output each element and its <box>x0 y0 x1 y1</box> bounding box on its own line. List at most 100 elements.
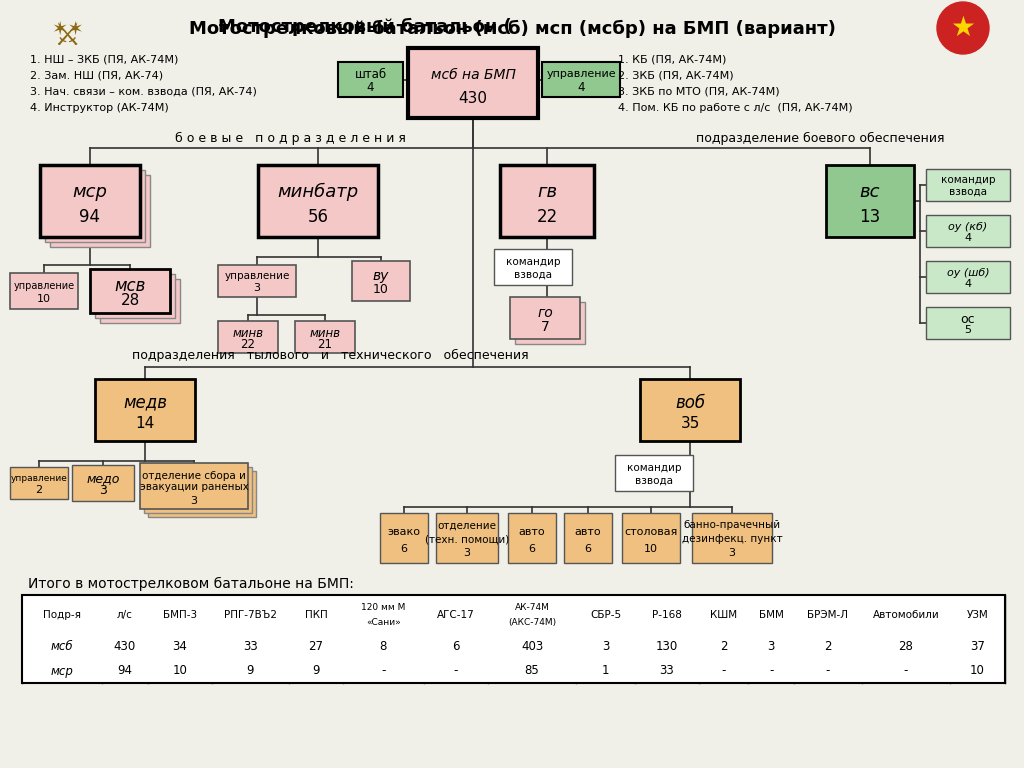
Text: командир: командир <box>627 462 681 472</box>
Text: штаб: штаб <box>354 68 387 81</box>
Text: АГС-17: АГС-17 <box>437 610 475 620</box>
Text: гв: гв <box>537 184 557 201</box>
Text: 10: 10 <box>970 664 985 677</box>
Bar <box>692 513 772 563</box>
Text: -: - <box>721 664 726 677</box>
Text: авто: авто <box>519 527 546 537</box>
Bar <box>640 379 740 441</box>
Text: 3: 3 <box>190 495 198 505</box>
Text: 10: 10 <box>373 283 389 296</box>
Bar <box>144 467 252 513</box>
Text: подразделение боевого обеспечения: подразделение боевого обеспечения <box>695 132 944 145</box>
Text: 6: 6 <box>528 544 536 554</box>
Text: столовая: столовая <box>625 527 678 537</box>
Text: 13: 13 <box>859 208 881 226</box>
Bar <box>926 215 1010 247</box>
Bar <box>510 297 580 339</box>
Text: отделение: отделение <box>437 521 497 531</box>
Text: командир: командир <box>506 257 560 266</box>
Text: АК-74М: АК-74М <box>515 604 550 612</box>
Text: 10: 10 <box>644 544 658 554</box>
Text: 6: 6 <box>585 544 592 554</box>
Text: управление: управление <box>13 280 75 290</box>
Bar <box>564 513 612 563</box>
Text: 1. КБ (ПЯ, АК-74М): 1. КБ (ПЯ, АК-74М) <box>618 55 726 65</box>
Bar <box>95 379 195 441</box>
Text: 3. ЗКБ по МТО (ПЯ, АК-74М): 3. ЗКБ по МТО (ПЯ, АК-74М) <box>618 87 779 97</box>
Text: КШМ: КШМ <box>710 610 737 620</box>
Bar <box>40 165 140 237</box>
Text: го: го <box>538 306 553 320</box>
Text: 85: 85 <box>524 664 540 677</box>
Text: оу (кб): оу (кб) <box>948 222 987 232</box>
Text: эвако: эвако <box>387 527 421 537</box>
Text: 403: 403 <box>521 641 543 654</box>
Bar <box>338 62 403 97</box>
Text: 10: 10 <box>37 294 51 304</box>
Text: мср: мср <box>50 664 74 677</box>
Text: взвода: взвода <box>949 187 987 197</box>
Text: -: - <box>825 664 830 677</box>
Bar <box>408 48 538 118</box>
Text: 8: 8 <box>380 641 387 654</box>
Text: 5: 5 <box>965 325 972 335</box>
Text: медв: медв <box>123 393 167 412</box>
Bar <box>494 249 572 285</box>
Text: Р-168: Р-168 <box>651 610 682 620</box>
Text: (АКС-74М): (АКС-74М) <box>508 617 556 627</box>
Text: 4: 4 <box>367 81 374 94</box>
Bar <box>826 165 914 237</box>
Bar <box>95 274 175 318</box>
Bar <box>22 595 1005 683</box>
Text: «Сани»: «Сани» <box>366 617 400 627</box>
Text: 430: 430 <box>459 91 487 106</box>
Text: ос: ос <box>961 313 975 326</box>
Bar <box>72 465 134 501</box>
Text: управление: управление <box>224 271 290 281</box>
Text: 2. Зам. НШ (ПЯ, АК-74): 2. Зам. НШ (ПЯ, АК-74) <box>30 71 163 81</box>
Bar <box>436 513 498 563</box>
Text: 3: 3 <box>768 641 775 654</box>
Text: 2. ЗКБ (ПЯ, АК-74М): 2. ЗКБ (ПЯ, АК-74М) <box>618 71 733 81</box>
Text: 130: 130 <box>655 641 678 654</box>
Text: УЗМ: УЗМ <box>967 610 988 620</box>
Bar <box>515 302 585 344</box>
Text: 2: 2 <box>824 641 831 654</box>
Text: 33: 33 <box>243 641 258 654</box>
Text: 37: 37 <box>970 641 985 654</box>
Text: банно-прачечный: банно-прачечный <box>683 521 780 531</box>
Bar <box>926 169 1010 201</box>
Text: ✶✶: ✶✶ <box>51 20 84 39</box>
Text: 3: 3 <box>728 548 735 558</box>
Text: 34: 34 <box>172 641 187 654</box>
Text: 28: 28 <box>898 641 913 654</box>
Text: Мотострелковый батальон (: Мотострелковый батальон ( <box>218 18 512 36</box>
Text: 33: 33 <box>659 664 674 677</box>
Text: БРЭМ-Л: БРЭМ-Л <box>807 610 848 620</box>
Text: 1: 1 <box>602 664 609 677</box>
Text: эвакуации раненых: эвакуации раненых <box>139 482 249 492</box>
Text: мср: мср <box>73 184 108 201</box>
Text: 3: 3 <box>99 485 106 498</box>
Bar <box>380 513 428 563</box>
Bar <box>10 273 78 309</box>
Text: 21: 21 <box>317 338 333 350</box>
Text: оу (шб): оу (шб) <box>946 268 989 278</box>
Text: минв: минв <box>232 326 263 339</box>
Text: воб: воб <box>675 393 706 412</box>
Text: -: - <box>769 664 773 677</box>
Text: 22: 22 <box>241 338 256 350</box>
Text: 94: 94 <box>80 208 100 226</box>
Text: 4. Пом. КБ по работе с л/с  (ПЯ, АК-74М): 4. Пом. КБ по работе с л/с (ПЯ, АК-74М) <box>618 103 853 113</box>
Text: ву: ву <box>373 270 389 283</box>
Text: 27: 27 <box>308 641 324 654</box>
Bar <box>148 471 256 517</box>
Text: мсб на БМП: мсб на БМП <box>430 68 515 81</box>
Bar <box>508 513 556 563</box>
Text: 56: 56 <box>307 208 329 226</box>
Text: РПГ-7ВЪ2: РПГ-7ВЪ2 <box>224 610 276 620</box>
Bar <box>218 265 296 297</box>
Text: управление: управление <box>10 474 68 483</box>
Circle shape <box>937 2 989 54</box>
Text: 2: 2 <box>36 485 43 495</box>
